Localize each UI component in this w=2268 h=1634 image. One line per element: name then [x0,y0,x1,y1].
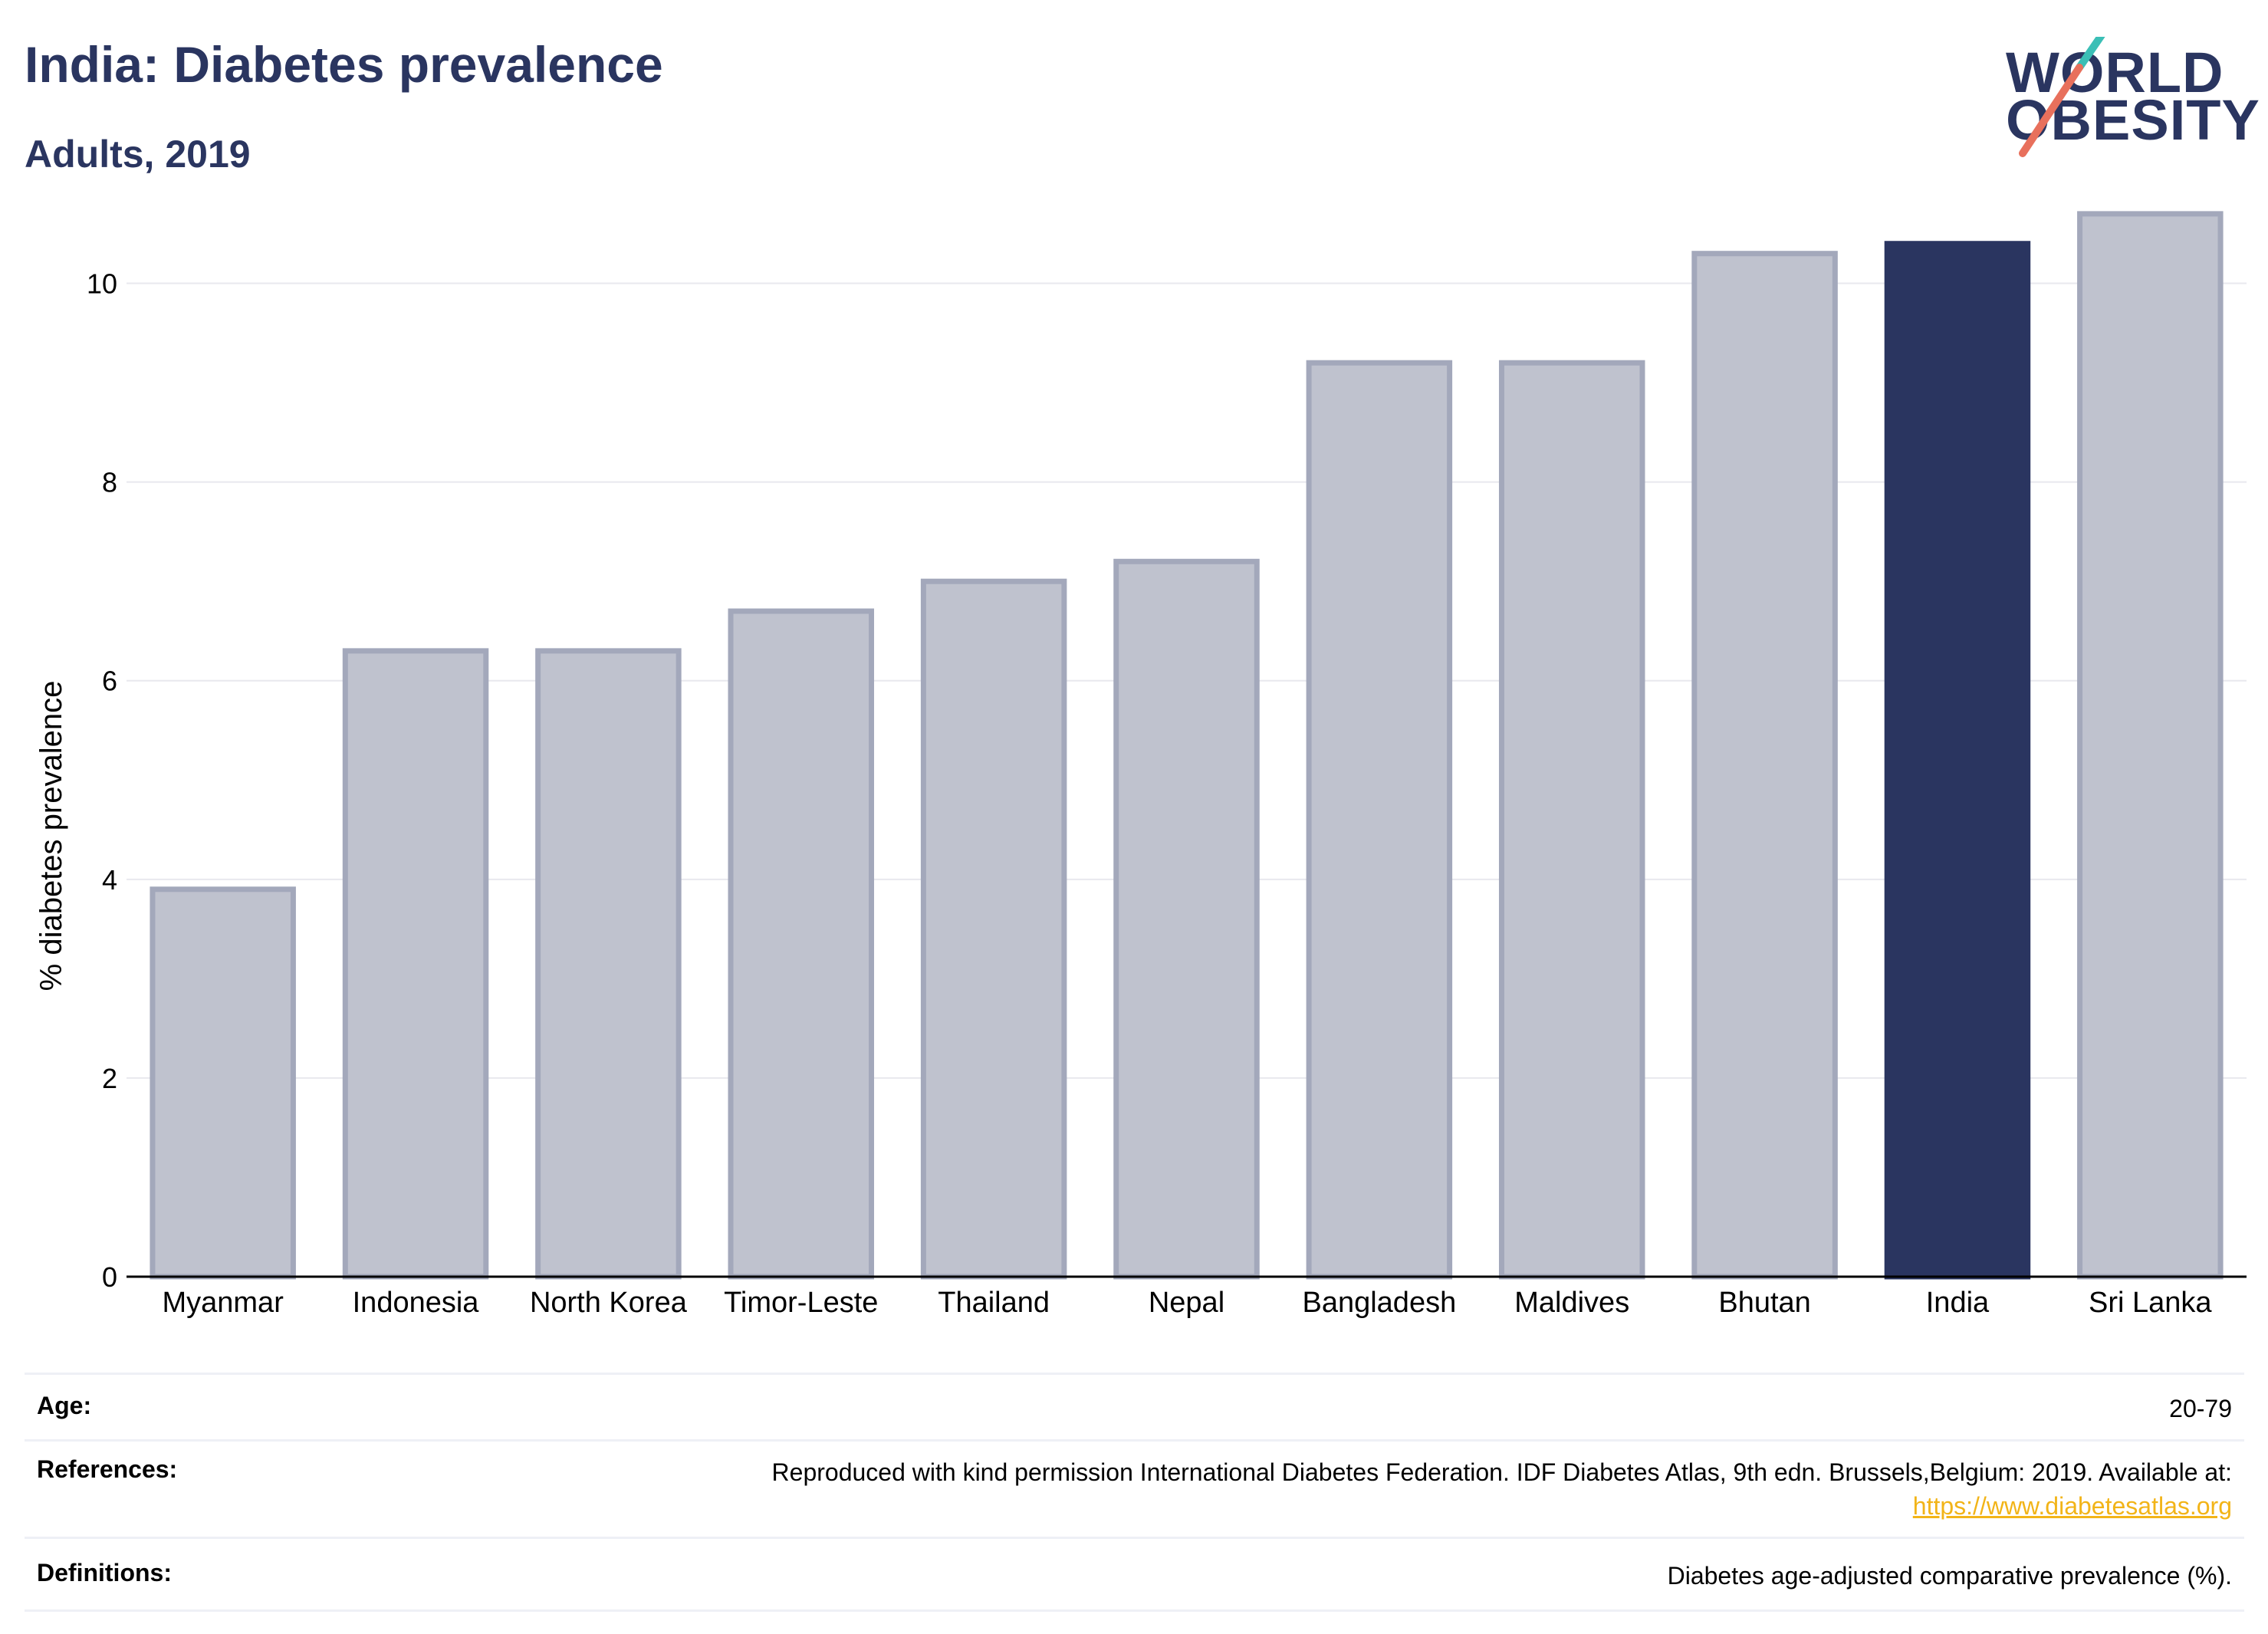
bar-chart: 0 2 4 6 8 10 Myanmar Indonesia North Korea Timor-… [35,211,2247,1319]
references-value: Reproduced with kind permission Internat… [772,1455,2244,1523]
age-label: Age: [37,1392,92,1419]
x-tick-label: Myanmar [162,1287,284,1319]
chart-subtitle: Adults, 2019 [25,133,251,176]
info-row-references: References: Reproduced with kind permiss… [25,1439,2244,1537]
definitions-value: Diabetes age-adjusted comparative preval… [1667,1562,2232,1590]
bar-north-korea [535,648,682,1280]
references-text: Reproduced with kind permission Internat… [771,1458,2232,1486]
bar-myanmar [150,886,296,1280]
x-tick-label: Maldives [1514,1287,1629,1319]
x-tick-label: Nepal [1149,1287,1224,1319]
x-tick-label: Timor-Leste [724,1287,878,1319]
bar-maldives [1498,360,1645,1280]
x-tick-label: North Korea [530,1287,688,1319]
info-row-definitions: Definitions: Diabetes age-adjusted compa… [25,1537,2244,1612]
x-tick-label: India [1926,1287,1990,1319]
bar-bangladesh [1306,360,1453,1280]
bar-india [1884,241,2031,1280]
y-tick-label: 6 [102,666,117,697]
logo-slash-icon [2019,37,2105,157]
bar-bhutan [1691,251,1838,1280]
chart-title: India: Diabetes prevalence [25,36,663,93]
x-tick-label: Sri Lanka [2089,1287,2212,1319]
y-tick-label: 0 [102,1261,117,1293]
bar-nepal [1113,558,1260,1280]
bars [150,211,2224,1280]
x-tick-label: Bhutan [1718,1287,1810,1319]
x-tick-label: Thailand [938,1287,1050,1319]
logo-text-world: WORLD [2006,41,2224,104]
age-value: 20-79 [2169,1395,2232,1422]
y-tick-label: 10 [87,268,117,300]
world-obesity-logo: WORLD OBESITY [1994,37,2260,167]
bar-thailand [920,578,1067,1280]
info-table: Age: 20-79 References: Reproduced with k… [25,1373,2244,1612]
references-link[interactable]: https://www.diabetesatlas.org [1912,1492,2232,1520]
y-tick-label: 2 [102,1063,117,1094]
references-label: References: [37,1455,178,1483]
axes: 0 2 4 6 8 10 Myanmar Indonesia North Korea Timor-… [87,268,2247,1319]
info-row-age: Age: 20-79 [25,1373,2244,1439]
bar-indonesia [342,648,489,1280]
x-tick-label: Indonesia [353,1287,480,1319]
definitions-label: Definitions: [37,1559,172,1586]
y-axis-label: % diabetes prevalence [35,681,68,991]
bar-sri-lanka [2077,211,2224,1280]
y-tick-label: 4 [102,864,117,896]
y-tick-label: 8 [102,467,117,498]
bar-timor-leste [728,608,875,1280]
x-tick-label: Bangladesh [1302,1287,1456,1319]
